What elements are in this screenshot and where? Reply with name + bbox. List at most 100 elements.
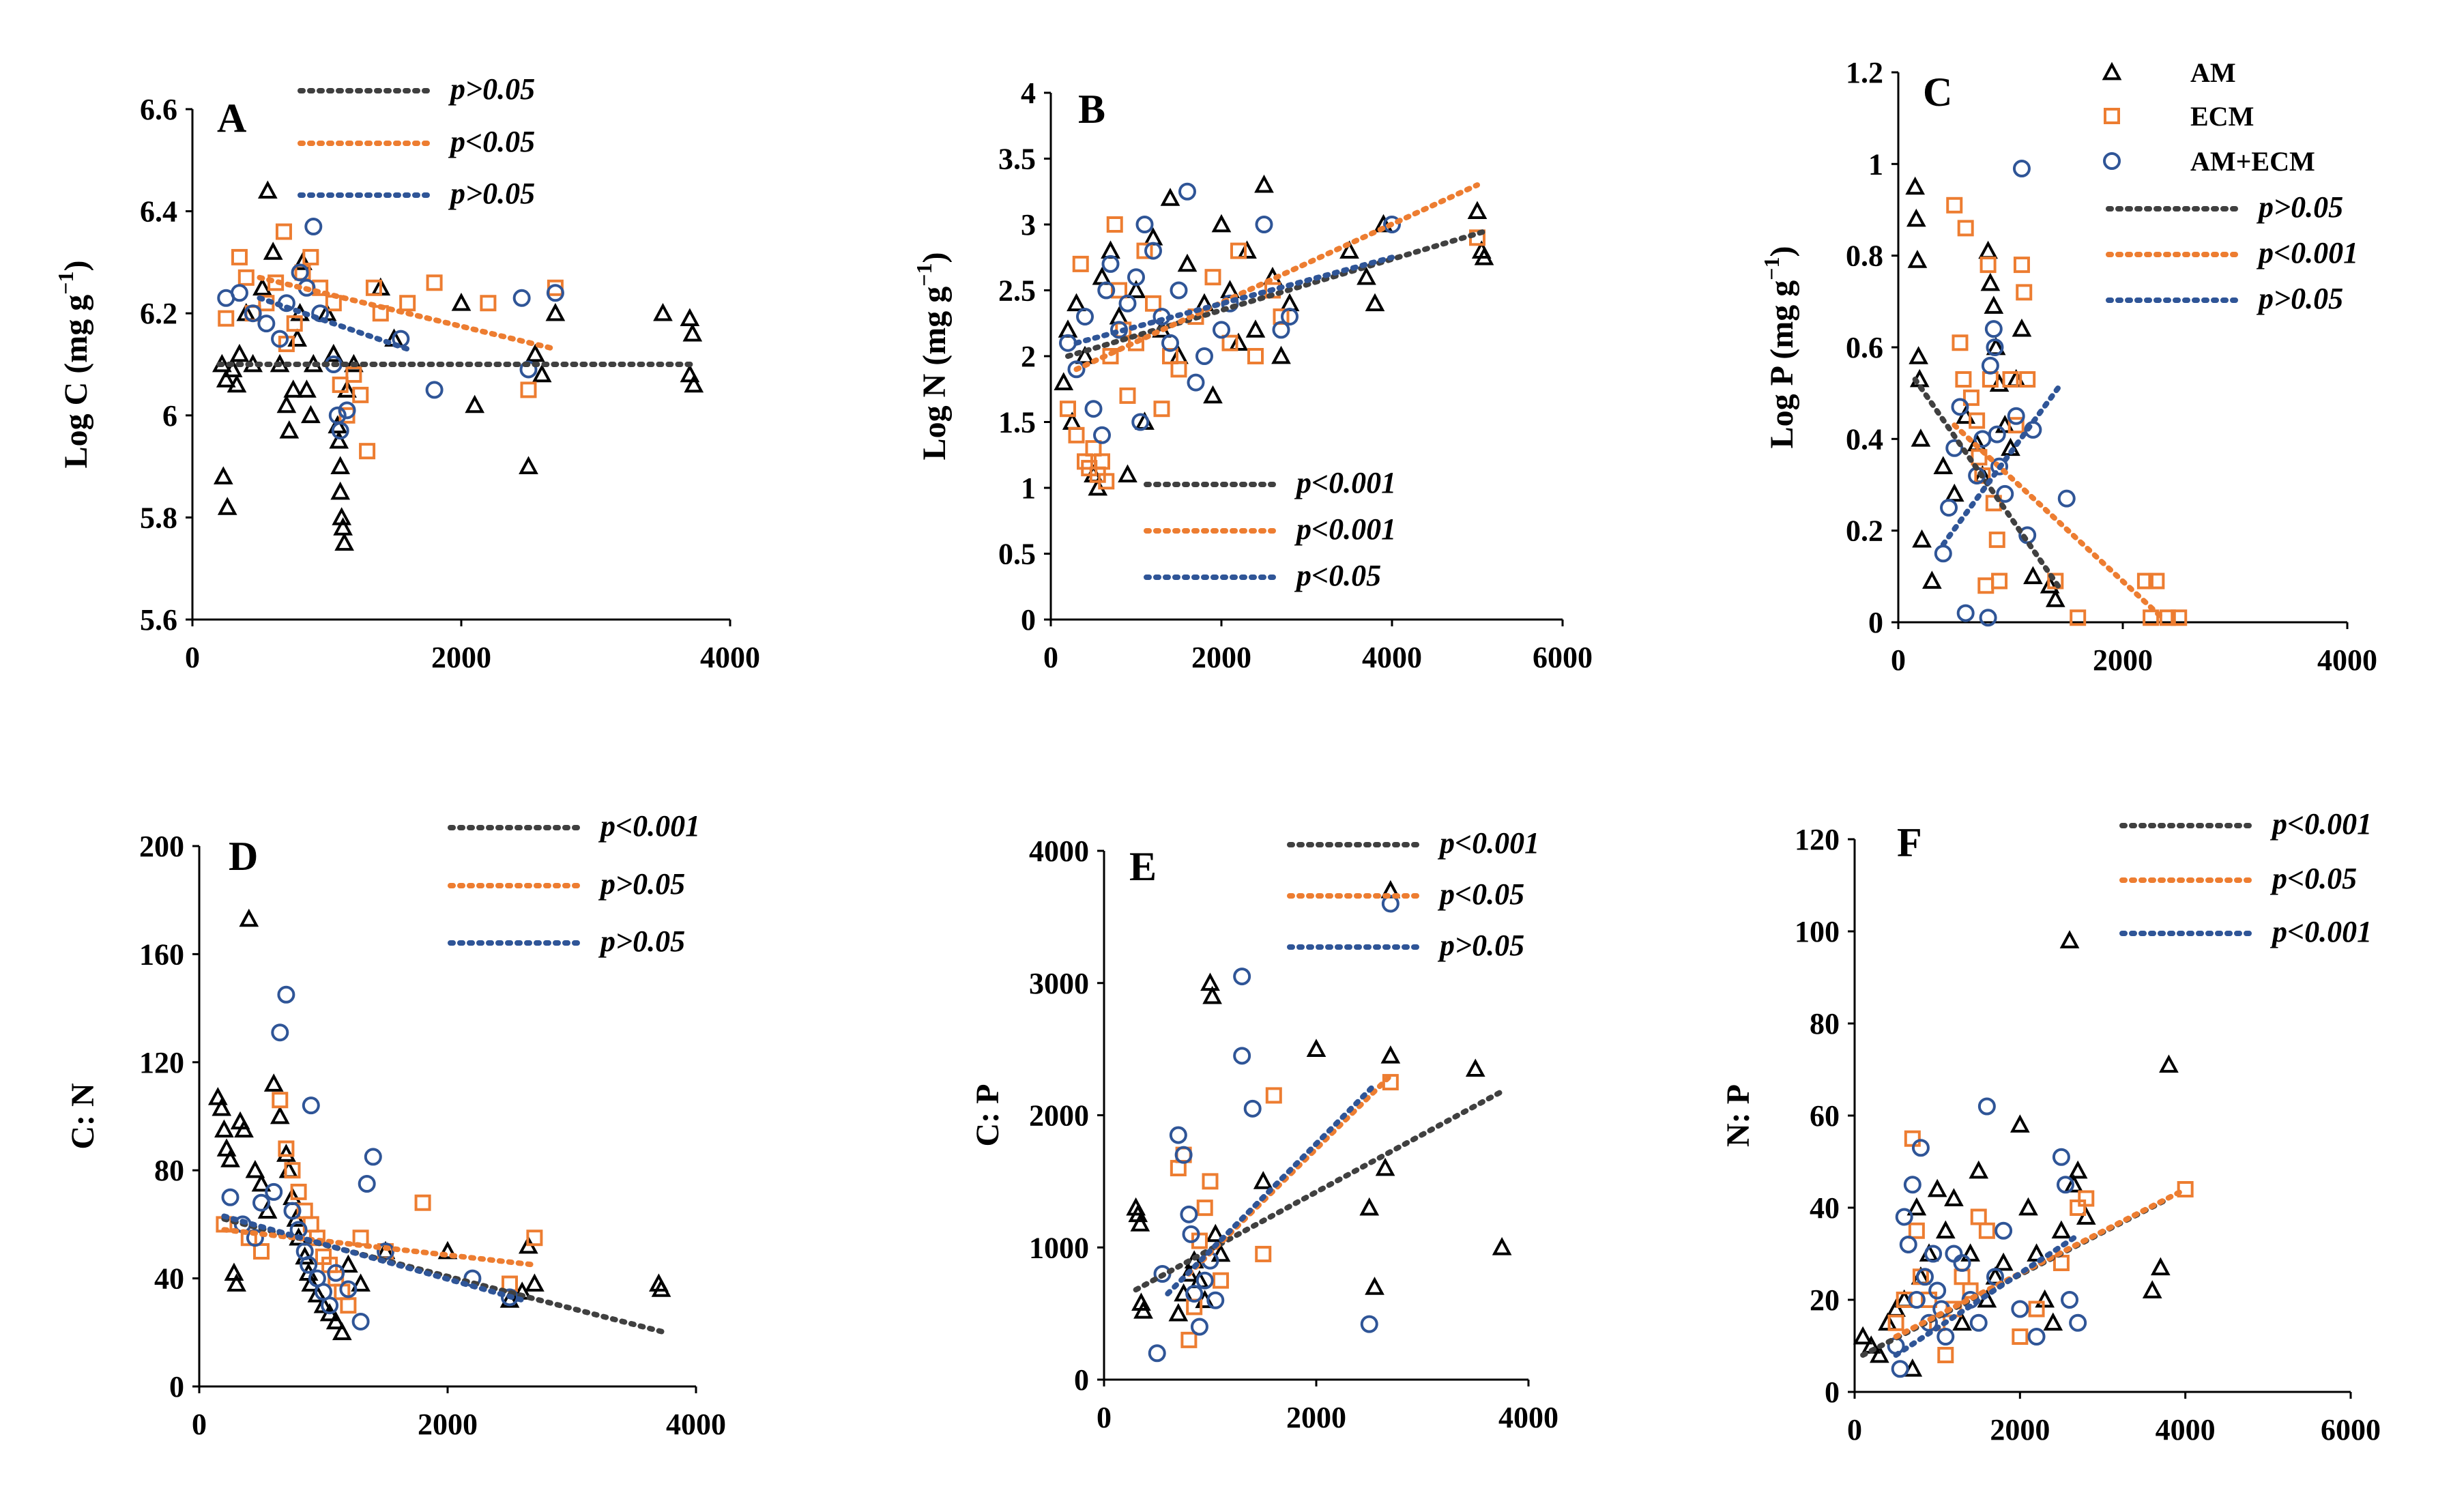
data-point-am-ecm [546, 284, 564, 302]
data-point-ecm [2136, 572, 2153, 590]
data-point-am [1467, 201, 1488, 220]
data-point-am [2043, 1312, 2063, 1331]
data-point-am-ecm [1899, 1236, 1917, 1253]
y-tick-label: 4 [1021, 76, 1036, 110]
data-point-ecm [1213, 1272, 1230, 1289]
data-point-am [222, 359, 243, 377]
data-point-am-ecm [1928, 1281, 1947, 1300]
y-tick-label: 0 [1021, 603, 1036, 637]
data-point-am [1067, 293, 1086, 312]
data-point-am [1202, 985, 1222, 1004]
data-point-am-ecm [1986, 338, 2004, 356]
data-point-ecm [1969, 412, 1986, 429]
x-tick-label: 4000 [1362, 641, 1422, 674]
data-point-am-ecm [1383, 216, 1401, 233]
data-point-am-ecm [1131, 413, 1150, 431]
data-point-am [257, 180, 278, 199]
data-point-ecm [1957, 220, 1974, 237]
trend-line-am-ecm [221, 1213, 525, 1303]
data-point-am [297, 379, 317, 398]
data-point-am-ecm [221, 1188, 240, 1206]
data-point-ecm [1988, 532, 2005, 549]
data-point-ecm [480, 295, 497, 312]
trend-line-am-ecm [257, 295, 411, 352]
data-point-ecm [1382, 1074, 1399, 1091]
data-point-ecm [2053, 1255, 2070, 1271]
data-point-am [1228, 332, 1249, 351]
data-point-ecm [1962, 389, 1979, 406]
data-point-ecm [2012, 1328, 2029, 1345]
data-point-ecm [1072, 255, 1089, 272]
data-point-am-ecm [1213, 321, 1230, 339]
data-point-am-ecm [1360, 1315, 1378, 1333]
data-point-am-ecm [2061, 1291, 2079, 1309]
panel-b: 0 0.5 1 1.5 2 2.5 3 3.5 4 0 2000 4000 6000 Log N (mg … [912, 76, 1593, 674]
data-point-am [2012, 318, 2032, 337]
data-point-am [216, 1138, 237, 1157]
data-point-ecm [2007, 417, 2025, 434]
data-point-ecm [1230, 242, 1247, 259]
data-point-ecm [2002, 371, 2019, 388]
data-point-ecm [1196, 1200, 1213, 1217]
y-tick-label: 3.5 [998, 143, 1036, 176]
data-point-am-ecm [1233, 1047, 1251, 1065]
data-point-am [2035, 1289, 2055, 1308]
data-point-am [1210, 1243, 1231, 1262]
y-axis-label-text: C: P [970, 1084, 1006, 1147]
data-point-am-ecm [257, 315, 276, 333]
data-point-am [1054, 372, 1074, 390]
data-point-ecm [2028, 1300, 2045, 1318]
data-point-am [1254, 174, 1274, 193]
legend-p-value: p<0.05 [1294, 559, 1381, 592]
x-tick-label: 4000 [2156, 1413, 2216, 1446]
data-point-am [2076, 1206, 2096, 1225]
data-point-am [1200, 972, 1220, 991]
y-tick-label: 6.6 [140, 93, 177, 126]
data-point-ecm [2016, 284, 2033, 301]
data-point-am-ecm [1093, 426, 1111, 444]
data-point-ecm [1085, 440, 1102, 457]
data-point-am-ecm [1995, 1221, 2013, 1240]
data-point-am-ecm [1148, 1344, 1166, 1363]
data-point-am [2059, 930, 2080, 948]
data-point-am [1869, 1344, 1889, 1363]
data-point-am [1126, 280, 1146, 298]
legend-p-value: p<0.001 [598, 809, 700, 843]
data-point-ecm [426, 274, 443, 291]
data-point-am-ecm [1891, 1360, 1909, 1378]
data-point-am [1886, 1298, 1906, 1317]
data-point-am-ecm [1135, 216, 1154, 233]
data-point-am-ecm [339, 1280, 358, 1298]
x-tick-label: 0 [1097, 1401, 1112, 1434]
y-tick-label: 0.8 [1846, 239, 1883, 273]
data-point-am [1279, 293, 1300, 312]
data-point-am-ecm [2027, 1328, 2046, 1346]
data-point-am [2010, 1114, 2030, 1133]
data-point-am [351, 1273, 371, 1292]
y-tick-label: 120 [1795, 823, 1840, 856]
panel-letter: F [1897, 820, 1922, 865]
data-point-am-ecm [1144, 242, 1162, 260]
data-point-ecm [2047, 572, 2064, 590]
data-point-am [465, 394, 485, 413]
data-point-am [313, 1294, 334, 1313]
legend-p-value: p<0.001 [1294, 466, 1396, 499]
trend-line-am-ecm [1893, 1232, 2081, 1358]
data-point-am [1118, 464, 1137, 483]
y-tick-label: 20 [1810, 1283, 1840, 1317]
y-tick-label: 80 [154, 1154, 184, 1187]
data-point-am [330, 456, 351, 474]
panel-e: 0 1000 2000 3000 4000 0 2000 4000 C: P Ep<0.001 p<… [970, 826, 1558, 1434]
legend-p-value: p<0.001 [1294, 512, 1396, 546]
data-point-am [1130, 1213, 1150, 1232]
data-point-am-ecm [277, 985, 295, 1004]
data-point-am-ecm [1981, 356, 1999, 375]
data-point-am [1357, 266, 1376, 285]
data-point-am [1133, 1300, 1153, 1319]
data-point-am [1492, 1237, 1512, 1255]
y-tick-label: 40 [154, 1262, 184, 1296]
data-point-am-ecm [1915, 1268, 1934, 1286]
x-tick-label: 4000 [700, 641, 760, 674]
data-point-am [1168, 1303, 1189, 1322]
